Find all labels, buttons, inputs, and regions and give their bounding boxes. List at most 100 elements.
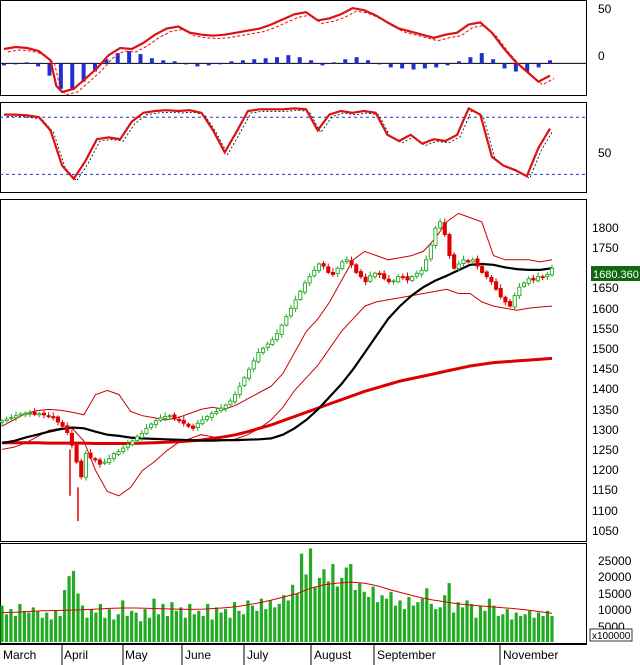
rsi-y-axis: 50 bbox=[598, 146, 612, 160]
volume-bar bbox=[22, 610, 26, 642]
histogram-bar bbox=[422, 63, 427, 69]
unit-box bbox=[589, 628, 633, 642]
candle-body bbox=[79, 460, 84, 478]
histogram-bar bbox=[309, 60, 314, 64]
histogram-bar bbox=[161, 60, 166, 64]
volume-bar bbox=[483, 610, 487, 642]
volume-bar bbox=[322, 569, 326, 642]
volume-bar bbox=[550, 616, 554, 642]
volume-bar bbox=[304, 574, 308, 642]
candle-body bbox=[27, 412, 33, 415]
candle-body bbox=[265, 343, 270, 348]
histogram-bar bbox=[445, 63, 450, 66]
volume-bar bbox=[353, 590, 357, 642]
candle-body bbox=[526, 278, 531, 284]
price-panel-frame bbox=[0, 199, 587, 542]
volume-bar bbox=[130, 610, 134, 642]
histogram-bar bbox=[275, 57, 279, 64]
volume-bar bbox=[295, 593, 299, 642]
histogram-bar bbox=[548, 60, 552, 64]
candle-body bbox=[414, 272, 419, 277]
volume-bar bbox=[411, 605, 415, 642]
tick-label: 1400 bbox=[592, 382, 619, 396]
volume-bar bbox=[358, 583, 362, 642]
candle-body bbox=[219, 407, 224, 412]
candle-body bbox=[270, 339, 275, 345]
volume-bar bbox=[49, 619, 53, 642]
tick-label: 1150 bbox=[592, 483, 618, 497]
slow-moving-average bbox=[2, 356, 553, 445]
candle-body bbox=[424, 259, 429, 271]
tick-label: 1600 bbox=[592, 302, 619, 316]
candle-body bbox=[508, 301, 513, 307]
candle-body bbox=[363, 276, 368, 283]
candle-body bbox=[400, 276, 405, 279]
candle-body bbox=[41, 412, 46, 416]
volume-unit-label: x100000 bbox=[592, 631, 631, 642]
volume-bar bbox=[393, 605, 398, 642]
volume-bar bbox=[206, 603, 210, 642]
candle-body bbox=[9, 416, 14, 419]
volume-bar bbox=[40, 617, 44, 642]
volume-bar bbox=[492, 605, 496, 642]
volume-bar bbox=[232, 602, 237, 642]
candle-body bbox=[307, 276, 312, 284]
candle-body bbox=[428, 244, 433, 260]
candle-body bbox=[37, 413, 42, 416]
candle-body bbox=[186, 423, 191, 427]
volume-bar bbox=[331, 564, 335, 642]
histogram-bar bbox=[2, 63, 6, 66]
histogram-bar bbox=[115, 53, 120, 64]
volume-bar bbox=[170, 602, 174, 642]
volume-bar bbox=[335, 586, 339, 642]
candle-body bbox=[139, 432, 144, 439]
tick-label: 1800 bbox=[592, 221, 619, 235]
volume-bar bbox=[367, 596, 371, 642]
candle-body bbox=[260, 347, 266, 353]
histogram-bar bbox=[343, 59, 348, 64]
fast-moving-average bbox=[1, 262, 553, 445]
histogram-bar bbox=[286, 55, 291, 64]
volume-bar bbox=[165, 616, 170, 642]
month-label: July bbox=[247, 648, 268, 662]
volume-bar bbox=[116, 614, 120, 642]
histogram-bar bbox=[331, 62, 336, 64]
candle-body bbox=[396, 276, 401, 283]
candle-body bbox=[503, 296, 508, 303]
candle-body bbox=[246, 368, 252, 379]
volume-bar bbox=[299, 553, 304, 642]
candle-body bbox=[191, 425, 196, 429]
histogram-bar bbox=[206, 63, 211, 66]
tick-label: 1250 bbox=[592, 443, 619, 457]
volume-bar bbox=[241, 614, 246, 642]
candle-body bbox=[0, 420, 5, 423]
candle-body bbox=[163, 416, 168, 420]
candle-body bbox=[251, 360, 256, 370]
histogram-bar bbox=[479, 53, 484, 64]
candle-body bbox=[494, 281, 499, 290]
candle-body bbox=[200, 419, 205, 425]
candle-body bbox=[335, 267, 340, 275]
macd-panel-frame bbox=[0, 0, 587, 96]
tick-label: 1050 bbox=[592, 524, 619, 538]
candle-body bbox=[340, 261, 345, 270]
volume-bar bbox=[376, 602, 380, 642]
tick-label: 1100 bbox=[592, 504, 618, 518]
macd-y-axis: 50 0 bbox=[598, 2, 612, 63]
candle-body bbox=[312, 269, 317, 277]
candle-body bbox=[452, 254, 457, 269]
volume-bar bbox=[223, 609, 228, 642]
macd-panel bbox=[0, 6, 587, 96]
month-label: June bbox=[185, 648, 211, 662]
volume-bar bbox=[85, 617, 89, 642]
volume-bar bbox=[478, 605, 483, 642]
volume-bar bbox=[259, 598, 263, 642]
candle-body bbox=[442, 222, 447, 235]
tick-label: 1350 bbox=[592, 403, 619, 417]
volume-bar bbox=[45, 612, 49, 642]
candle-body bbox=[153, 420, 158, 425]
last-price-tag-bg bbox=[591, 266, 640, 281]
volume-bar bbox=[89, 609, 94, 642]
volume-bar bbox=[344, 567, 348, 642]
